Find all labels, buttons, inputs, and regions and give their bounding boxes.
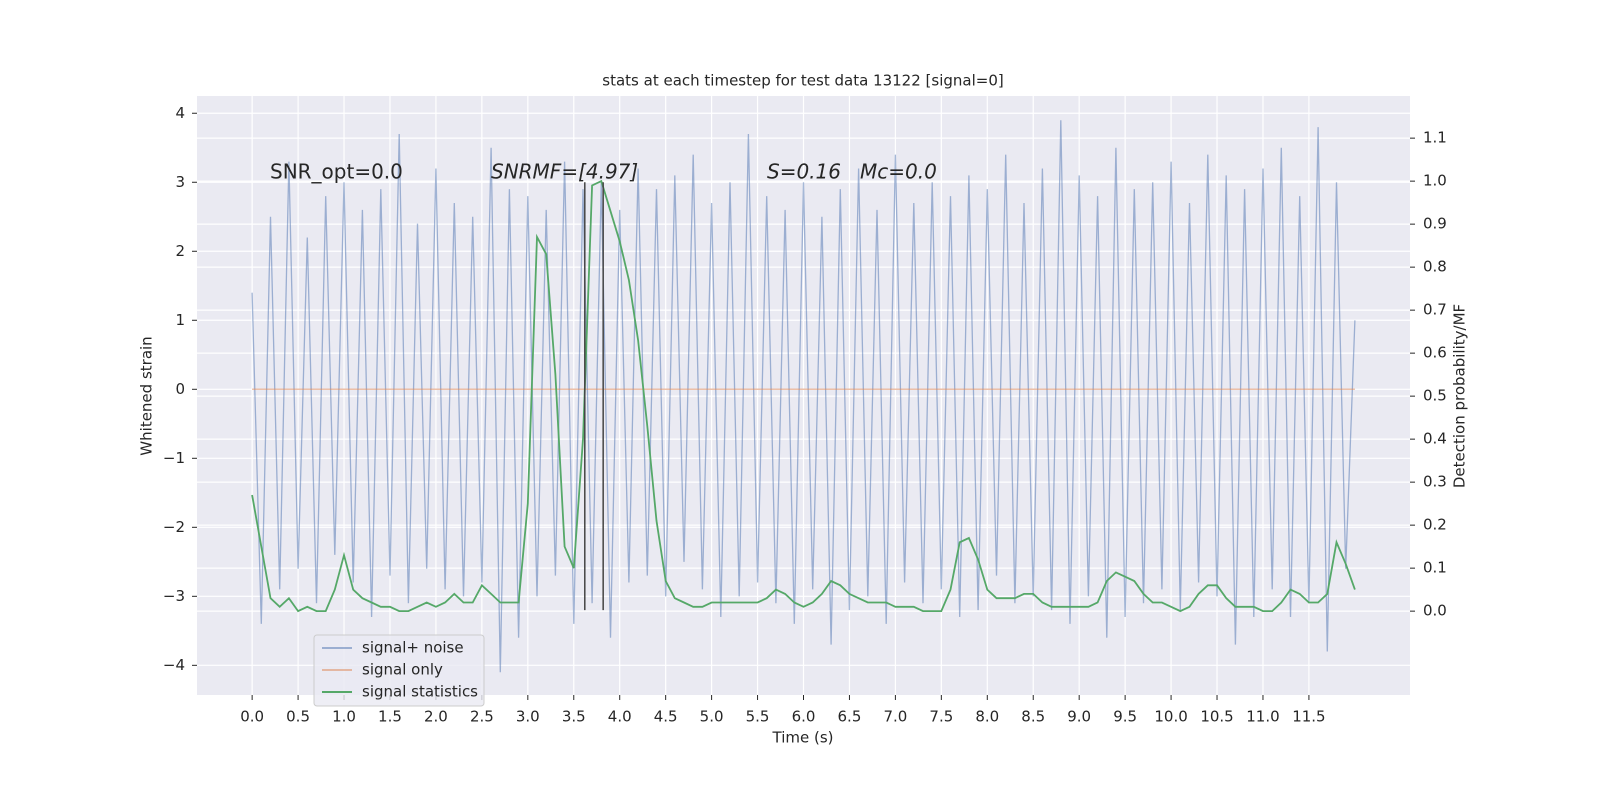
y-tick-label: 1 xyxy=(175,311,185,329)
y-tick-label: −4 xyxy=(163,656,185,674)
x-tick-label: 2.5 xyxy=(470,708,494,726)
y2-tick-label: 1.1 xyxy=(1423,129,1447,147)
y2-tick-label: 0.7 xyxy=(1423,301,1447,319)
annotation: S=0.16 xyxy=(767,160,841,184)
y2-tick-label: 0.9 xyxy=(1423,215,1447,233)
x-tick-label: 9.0 xyxy=(1067,708,1091,726)
y-tick-label: 0 xyxy=(175,380,185,398)
y2-tick-label: 0.6 xyxy=(1423,344,1447,362)
x-tick-label: 5.5 xyxy=(746,708,770,726)
x-tick-label: 10.5 xyxy=(1200,708,1233,726)
legend-label: signal only xyxy=(362,661,443,679)
annotation: SNRMF=[4.97] xyxy=(491,160,638,184)
x-tick-label: 1.5 xyxy=(378,708,402,726)
y2-tick-label: 0.1 xyxy=(1423,559,1447,577)
y-tick-label: 3 xyxy=(175,173,185,191)
legend-box xyxy=(313,634,485,707)
x-tick-label: 3.5 xyxy=(562,708,586,726)
x-tick-label: 4.5 xyxy=(654,708,678,726)
legend-label: signal+ noise xyxy=(362,639,464,657)
x-tick-label: 0.0 xyxy=(240,708,264,726)
y-axis-label: Whitened strain xyxy=(138,336,156,455)
x-tick-label: 5.0 xyxy=(700,708,724,726)
x-tick-label: 1.0 xyxy=(332,708,356,726)
x-tick-label: 2.0 xyxy=(424,708,448,726)
legend-label: signal statistics xyxy=(362,683,478,701)
x-tick-label: 4.0 xyxy=(608,708,632,726)
x-tick-label: 10.0 xyxy=(1154,708,1187,726)
x-tick-label: 9.5 xyxy=(1113,708,1137,726)
y2-tick-label: 0.4 xyxy=(1423,430,1447,448)
x-tick-label: 6.0 xyxy=(792,708,816,726)
y2-tick-label: 0.3 xyxy=(1423,473,1447,491)
x-tick-label: 7.0 xyxy=(883,708,907,726)
x-tick-label: 8.5 xyxy=(1021,708,1045,726)
series-line xyxy=(251,120,1356,673)
y2-tick-label: 0.2 xyxy=(1423,516,1447,534)
y2-tick-label: 0.0 xyxy=(1423,602,1447,620)
y2-axis-label: Detection probability/MF xyxy=(1451,304,1469,488)
x-tick-label: 11.5 xyxy=(1292,708,1325,726)
y2-tick-label: 1.0 xyxy=(1423,172,1447,190)
x-tick-label: 7.5 xyxy=(929,708,953,726)
y-tick-label: −1 xyxy=(163,449,185,467)
annotation: Mc=0.0 xyxy=(860,160,937,184)
y-tick-label: −3 xyxy=(163,587,185,605)
series-line xyxy=(251,179,1356,613)
y2-tick-label: 0.5 xyxy=(1423,387,1447,405)
chart-title: stats at each timestep for test data 131… xyxy=(602,72,1003,90)
legend: signal+ noise signal only signal statistic… xyxy=(313,634,485,707)
x-tick-label: 11.0 xyxy=(1246,708,1279,726)
annotation: SNR_opt=0.0 xyxy=(270,160,403,184)
y-tick-label: −2 xyxy=(163,518,185,536)
y-tick-label: 2 xyxy=(175,242,185,260)
x-axis-label: Time (s) xyxy=(772,729,834,747)
x-tick-label: 3.0 xyxy=(516,708,540,726)
x-tick-label: 8.0 xyxy=(975,708,999,726)
x-tick-label: 6.5 xyxy=(838,708,862,726)
y2-tick-label: 0.8 xyxy=(1423,258,1447,276)
y-tick-label: 4 xyxy=(175,104,185,122)
x-tick-label: 0.5 xyxy=(286,708,310,726)
